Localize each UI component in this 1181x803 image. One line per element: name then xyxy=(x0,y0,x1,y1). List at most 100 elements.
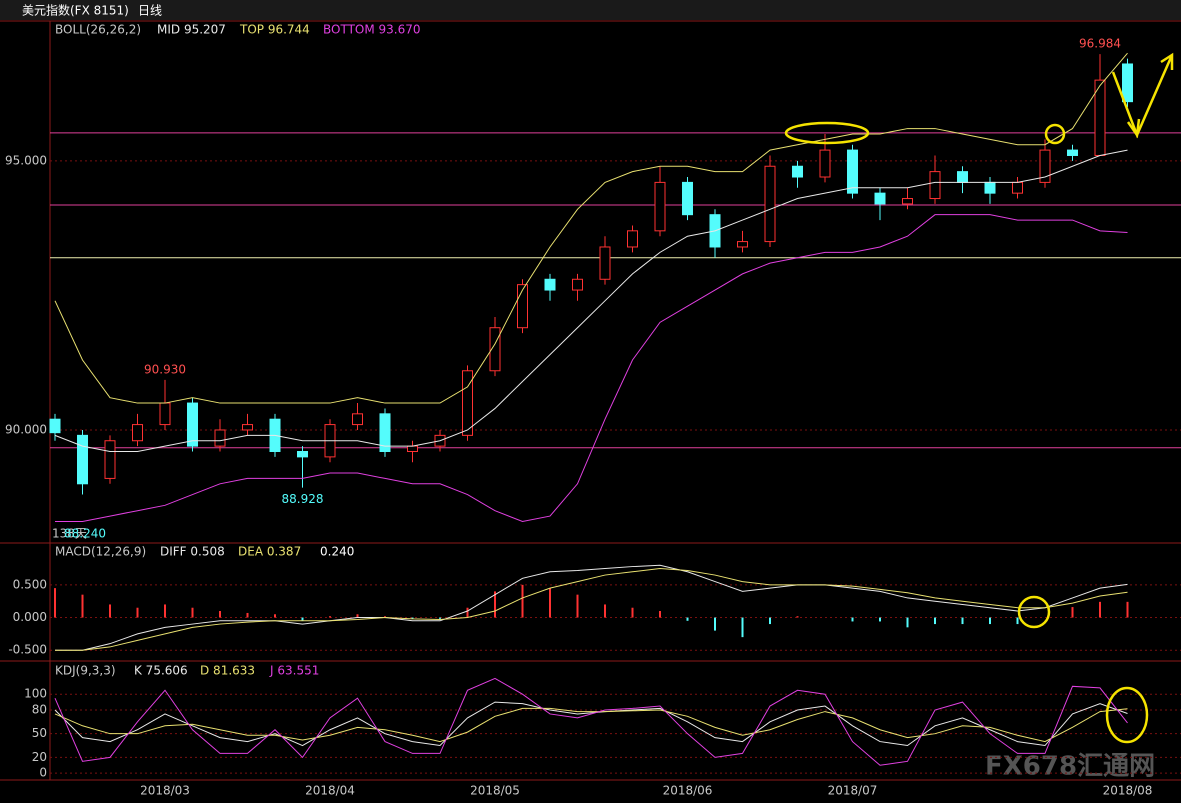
macd-bar xyxy=(741,617,744,638)
macd-bar xyxy=(1016,617,1019,625)
macd-bar xyxy=(81,594,84,618)
macd-bar xyxy=(246,612,249,618)
macd-bar xyxy=(54,588,56,618)
macd-bar xyxy=(631,607,634,618)
price-annotation: 96.984 xyxy=(1079,37,1121,51)
macd-bar xyxy=(356,614,359,618)
candle-body xyxy=(902,198,913,205)
legend-entry: K 75.606 xyxy=(134,664,188,678)
macd-bar xyxy=(219,610,221,618)
macd-bar xyxy=(274,614,276,618)
candle-body xyxy=(407,445,418,453)
candle-body xyxy=(187,402,198,447)
candle-body xyxy=(49,418,61,434)
legend-entry: J 63.551 xyxy=(269,664,319,678)
corner-text: 138天 xyxy=(52,527,87,541)
y-tick-label: 0.000 xyxy=(13,610,47,624)
candle-body xyxy=(764,165,776,243)
price-annotation: 90.930 xyxy=(144,362,186,376)
macd-bar xyxy=(1126,601,1129,618)
watermark: FX678汇通网 xyxy=(985,752,1155,782)
candle-body xyxy=(957,171,968,183)
candle-body xyxy=(132,424,143,442)
y-tick-label: 80 xyxy=(32,703,47,717)
macd-bar xyxy=(1071,607,1074,618)
legend-entry: DEA 0.387 xyxy=(238,545,301,559)
panel-title: BOLL(26,26,2) xyxy=(55,23,141,37)
x-tick-label: 2018/07 xyxy=(828,784,878,798)
macd-bar xyxy=(604,604,606,618)
period-selector[interactable]: 日线 xyxy=(138,4,162,18)
legend-entry: D 81.633 xyxy=(200,664,255,678)
legend-entry: DIFF 0.508 xyxy=(160,545,225,559)
candle-body xyxy=(572,278,583,291)
candle-body xyxy=(77,434,88,485)
macd-bar xyxy=(109,604,111,618)
panel-title: MACD(12,26,9) xyxy=(55,545,146,559)
instrument-title: 美元指数(FX 8151) xyxy=(22,3,129,18)
macd-bar xyxy=(549,588,551,618)
candle-body xyxy=(1039,149,1051,183)
candle-body xyxy=(1012,181,1023,194)
x-tick-label: 2018/08 xyxy=(1103,784,1153,798)
macd-bar xyxy=(659,610,661,618)
candle-body xyxy=(682,181,693,216)
macd-bar xyxy=(851,617,854,622)
y-tick-label: 90.000 xyxy=(5,422,47,436)
candle-body xyxy=(462,370,473,436)
macd-bar xyxy=(714,617,716,631)
y-tick-label: -0.500 xyxy=(8,643,47,657)
y-tick-label: 100 xyxy=(24,687,47,701)
indicator-line xyxy=(54,149,1128,453)
candle-body xyxy=(627,230,638,248)
panel-borders xyxy=(0,20,1181,781)
macd-bar xyxy=(686,617,689,621)
candle-body xyxy=(929,171,941,200)
legend-entry: BOTTOM 93.670 xyxy=(323,23,421,37)
macd-bar xyxy=(191,607,194,618)
candle-body xyxy=(352,413,363,426)
corner-text: 88.240 xyxy=(64,527,106,541)
macd-bar xyxy=(411,617,414,619)
macd-bar xyxy=(439,617,441,619)
indicator-line xyxy=(54,707,1128,743)
candle-body xyxy=(1122,63,1133,103)
x-tick-label: 2018/05 xyxy=(470,784,520,798)
panel-title: KDJ(9,3,3) xyxy=(55,664,116,678)
candle-body xyxy=(242,424,253,431)
macd-bar xyxy=(136,607,139,618)
price-annotation: 88.928 xyxy=(282,492,324,506)
indicator-line xyxy=(54,52,1128,404)
candle-body xyxy=(544,278,556,291)
macd-bar xyxy=(576,594,579,618)
indicator-line xyxy=(55,564,1128,651)
y-tick-label: 50 xyxy=(32,726,47,740)
macd-bar xyxy=(301,617,304,621)
macd-bar xyxy=(384,616,386,618)
indicator-line xyxy=(55,568,1128,651)
candle-body xyxy=(984,181,996,194)
hand-annotations xyxy=(784,52,1174,744)
candle-body xyxy=(874,192,886,205)
x-tick-label: 2018/03 xyxy=(140,784,190,798)
macd-bar xyxy=(961,617,964,625)
candle-body xyxy=(379,413,391,453)
macd-bar xyxy=(494,591,496,618)
x-tick-label: 2018/04 xyxy=(305,784,355,798)
macd-bar xyxy=(466,607,469,618)
y-tick-label: 20 xyxy=(32,750,47,764)
candle-body xyxy=(819,149,831,178)
legend-entry: MID 95.207 xyxy=(157,23,226,37)
indicator-line xyxy=(54,701,1128,747)
legend-entry: TOP 96.744 xyxy=(239,23,310,37)
candle-body xyxy=(517,284,528,329)
macd-bar xyxy=(769,617,771,625)
macd-bar xyxy=(879,617,881,622)
candle-body xyxy=(159,402,171,426)
macd-bar xyxy=(796,616,799,618)
x-tick-label: 2018/06 xyxy=(663,784,713,798)
indicator-line xyxy=(55,214,1128,522)
macd-bar xyxy=(934,617,936,625)
